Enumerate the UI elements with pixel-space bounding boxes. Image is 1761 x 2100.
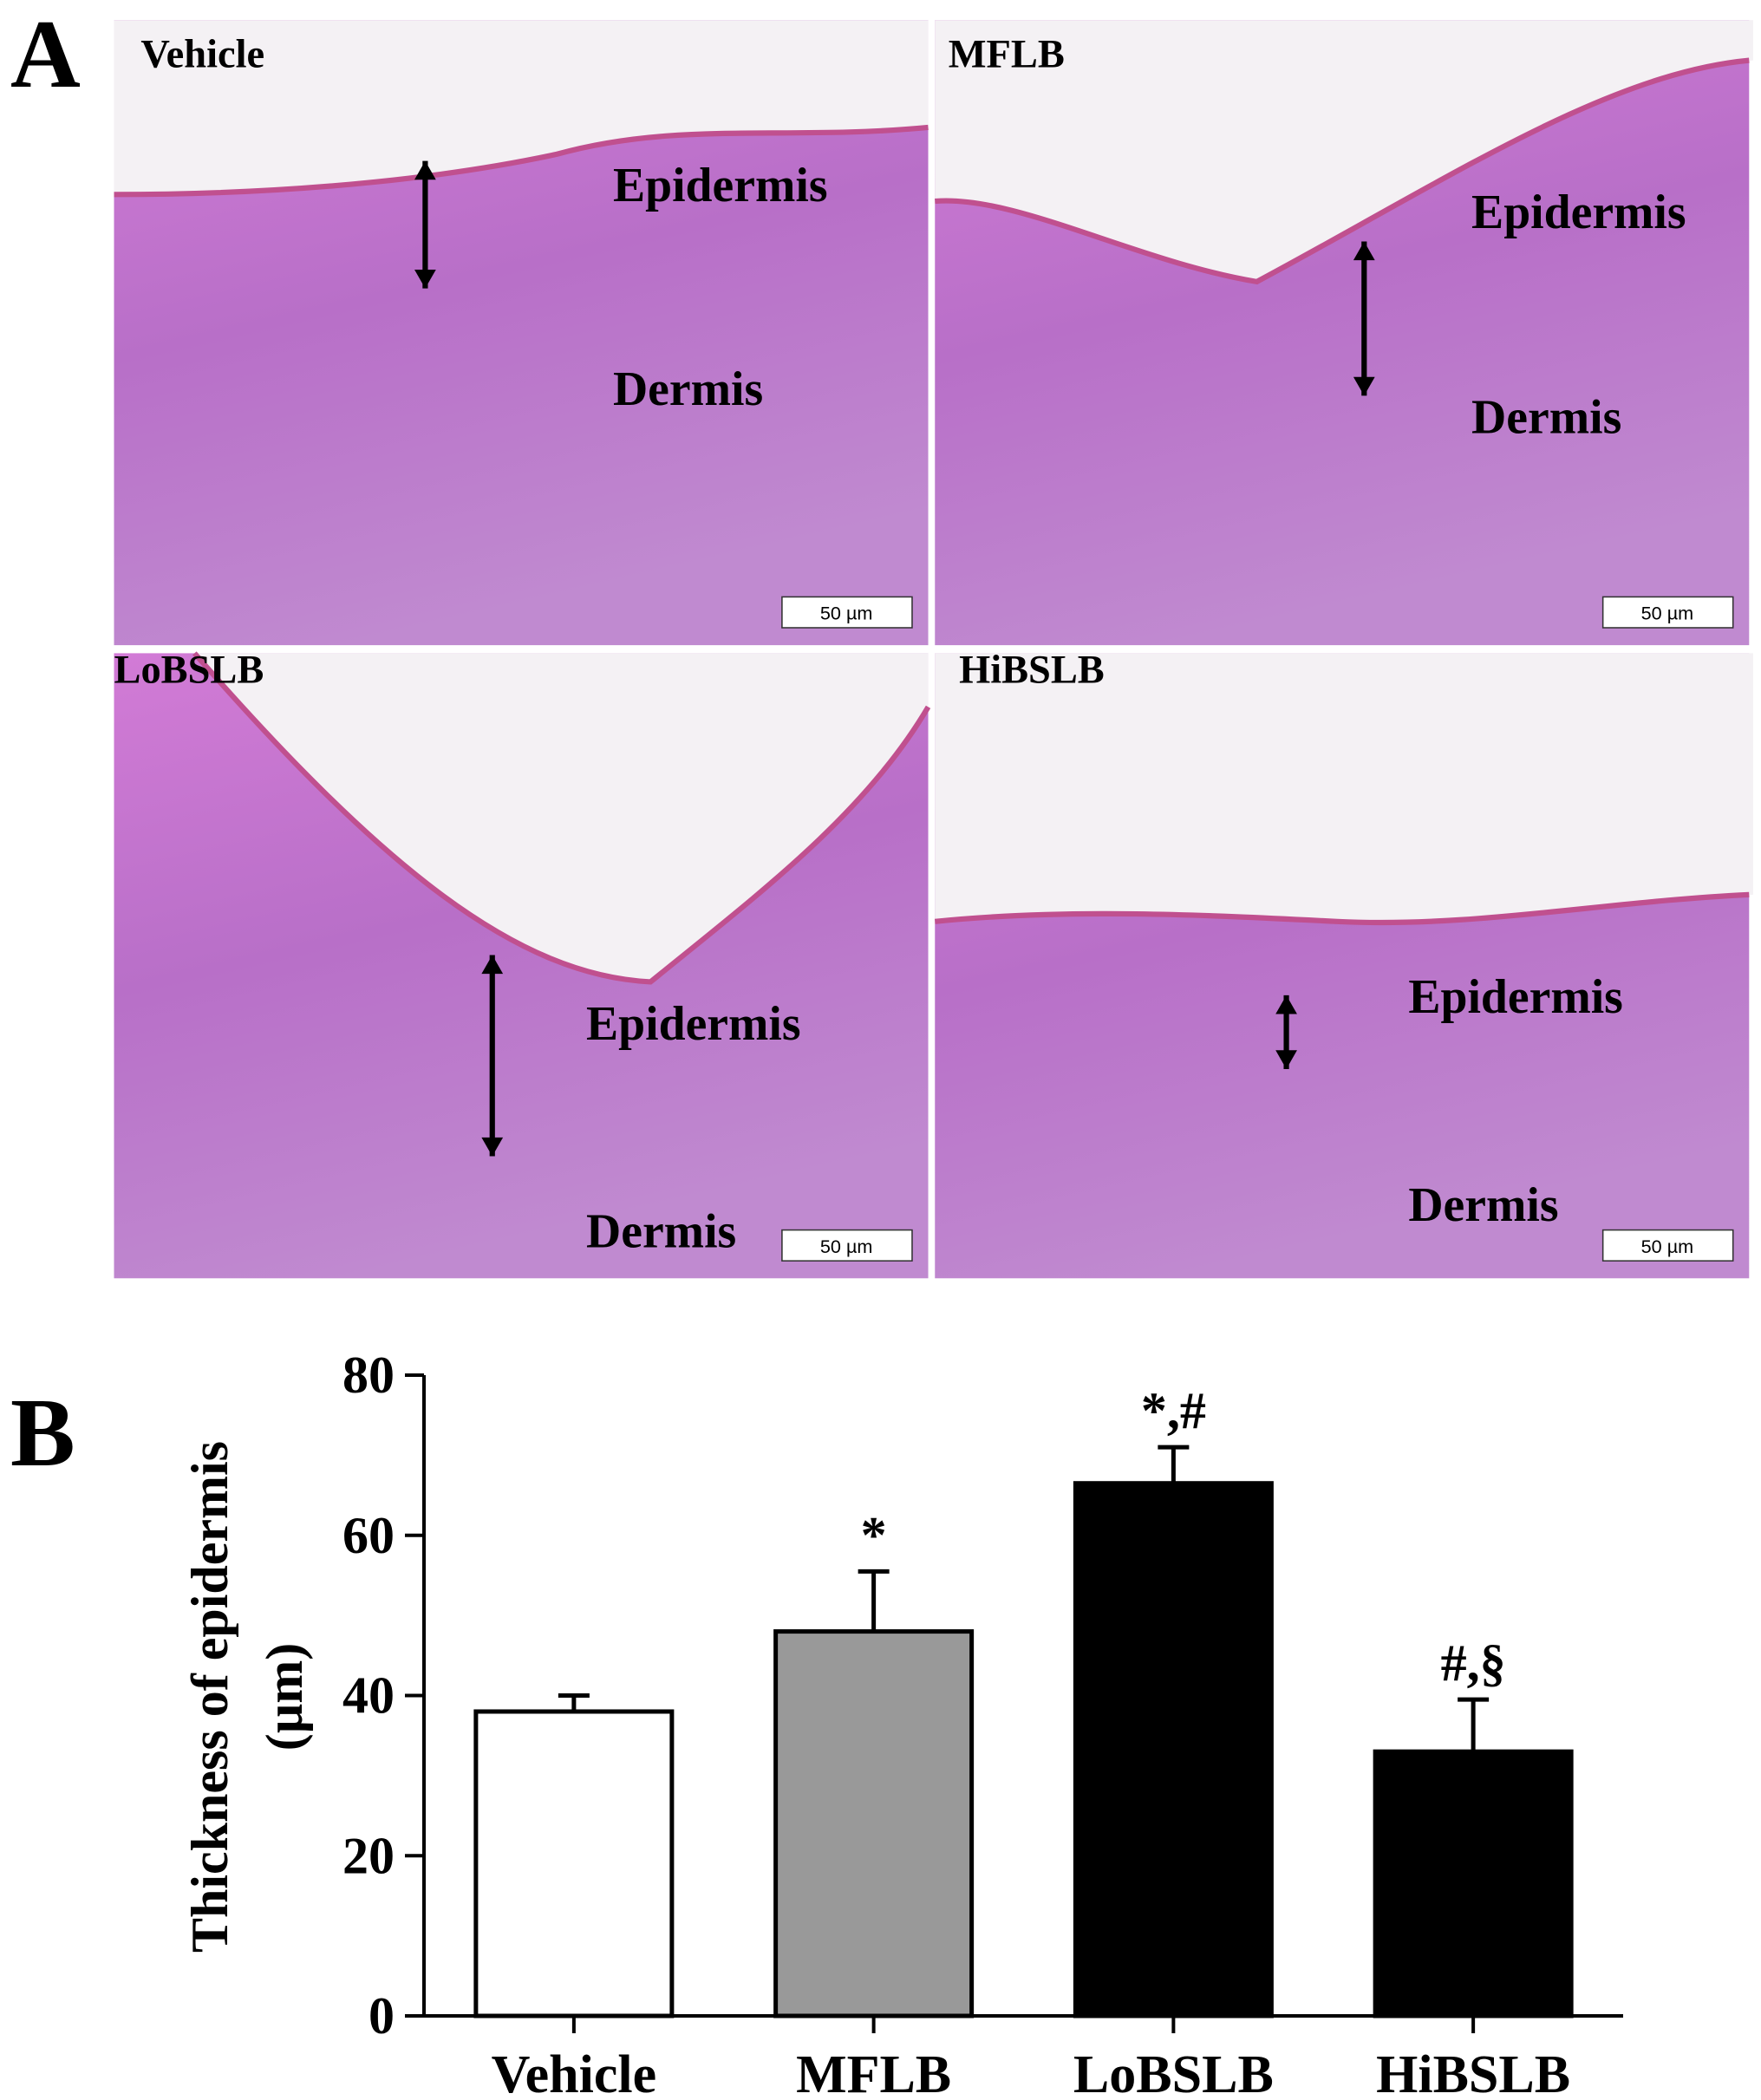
scale-bar-label: 50 µm xyxy=(1641,603,1694,624)
y-axis-label: (µm) xyxy=(256,1643,313,1751)
error-bar xyxy=(858,1568,890,1632)
micrograph-title: MFLB xyxy=(949,32,1065,76)
micrograph-title: Vehicle xyxy=(140,32,264,76)
background xyxy=(935,653,1753,923)
micrograph: MFLB Epidermis Dermis 50 µm xyxy=(935,20,1753,646)
scale-bar-box xyxy=(781,1229,913,1262)
scale-bar-box xyxy=(1601,596,1734,629)
micrograph: HiBSLB Epidermis Dermis 50 µm xyxy=(934,648,1753,1279)
scale-bar-label: 50 µm xyxy=(1641,1236,1694,1257)
micrograph-title: HiBSLB xyxy=(959,648,1105,692)
significance-label: *,# xyxy=(1141,1382,1206,1439)
arrow-head xyxy=(1275,995,1297,1069)
x-tick-label: MFLB xyxy=(796,2045,951,2100)
y-axis-label: Thickness of epidermis xyxy=(181,1441,238,1953)
error-bar xyxy=(1158,1445,1190,1484)
bar xyxy=(473,1709,675,2018)
region-label: Epidermis xyxy=(613,159,828,212)
scale-bar-box xyxy=(781,596,913,629)
scale-bar-label: 50 µm xyxy=(820,1236,873,1257)
scale-bar-box xyxy=(1601,1229,1734,1262)
y-tick-label: 40 xyxy=(342,1667,395,1725)
y-tick-label: 60 xyxy=(342,1507,395,1564)
region-label: Dermis xyxy=(1471,391,1621,445)
region-label: Epidermis xyxy=(1471,186,1686,239)
y-tick-label: 0 xyxy=(369,1987,395,2045)
region-label: Dermis xyxy=(1408,1178,1558,1232)
y-tick-label: 20 xyxy=(342,1827,395,1884)
error-bar xyxy=(558,1693,590,1712)
background xyxy=(114,20,929,195)
keratin-fibers xyxy=(114,124,929,198)
error-bar xyxy=(1458,1697,1490,1752)
micrograph: Vehicle Epidermis Dermis 50 µm xyxy=(114,20,929,646)
y-tick-label: 80 xyxy=(342,1347,395,1404)
micrograph-title: LoBSLB xyxy=(114,648,264,692)
background xyxy=(935,20,1753,282)
bar xyxy=(1373,1749,1574,2018)
region-label: Dermis xyxy=(613,362,763,416)
scale-bar-label: 50 µm xyxy=(820,603,873,624)
bar xyxy=(773,1629,975,2018)
region-label: Epidermis xyxy=(1408,970,1623,1024)
micrograph: LoBSLB Epidermis Dermis 50 µm xyxy=(114,648,931,1279)
arrow-head xyxy=(1353,241,1375,396)
keratin-fibers xyxy=(192,651,931,985)
keratin-fibers xyxy=(934,891,1750,926)
x-tick-label: Vehicle xyxy=(492,2045,657,2100)
significance-label: * xyxy=(861,1506,887,1563)
x-tick-label: HiBSLB xyxy=(1376,2045,1570,2100)
bar xyxy=(1073,1481,1274,2018)
panel-label: B xyxy=(10,1379,75,1487)
region-label: Epidermis xyxy=(586,997,801,1051)
panel-label: A xyxy=(10,1,81,108)
keratin-fibers xyxy=(935,57,1750,285)
significance-label: #,§ xyxy=(1441,1634,1506,1692)
region-label: Dermis xyxy=(586,1205,736,1259)
x-tick-label: LoBSLB xyxy=(1073,2045,1274,2100)
background xyxy=(114,653,929,982)
